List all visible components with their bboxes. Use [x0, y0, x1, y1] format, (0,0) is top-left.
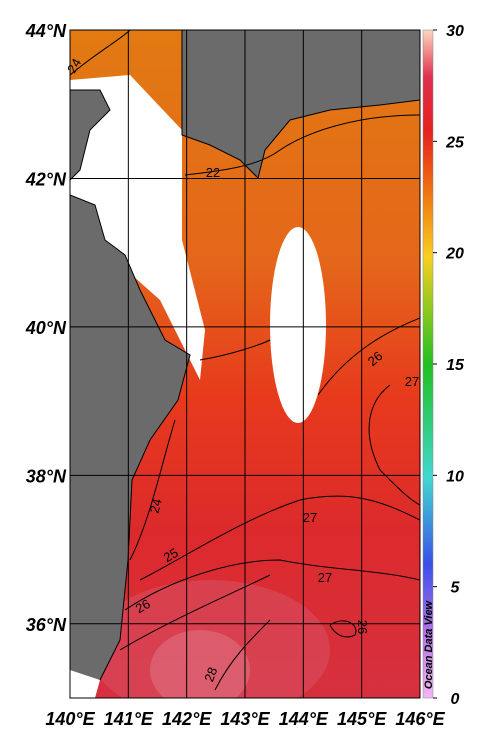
- colorbar-label: 0: [451, 691, 460, 708]
- lon-label: 143°E: [220, 709, 270, 729]
- watermark: Ocean Data View: [423, 599, 435, 689]
- colorbar-label: 25: [445, 134, 465, 151]
- contour-label: 28: [201, 665, 220, 684]
- land: [181, 30, 420, 179]
- colorbar-label: 15: [446, 357, 465, 374]
- land: [70, 89, 111, 181]
- lat-label: 42°N: [25, 169, 67, 189]
- contour-label: 27: [303, 510, 317, 525]
- lat-label: 44°N: [25, 21, 67, 41]
- lon-label: 145°E: [337, 709, 387, 729]
- contours: [70, 30, 420, 691]
- lon-label: 142°E: [162, 709, 212, 729]
- lat-label: 36°N: [26, 615, 67, 635]
- colorbar-label: 10: [446, 468, 464, 485]
- no-data: [70, 670, 100, 698]
- lat-label: 38°N: [26, 466, 67, 486]
- lon-label: 144°E: [279, 709, 329, 729]
- contour-label: 22: [206, 165, 220, 180]
- contour-label: 26: [355, 620, 370, 634]
- contour-label: 25: [161, 545, 181, 565]
- colorbar-label: 5: [451, 580, 461, 597]
- colorbar-label: 30: [446, 23, 464, 40]
- lon-label: 140°E: [45, 709, 95, 729]
- colorbar: [422, 29, 434, 699]
- lat-label: 40°N: [25, 318, 67, 338]
- no-data: [70, 75, 205, 380]
- contour-label: 24: [147, 497, 165, 515]
- contour-label: 24: [64, 56, 84, 76]
- colorbar-label: 20: [445, 246, 464, 263]
- lon-label: 141°E: [104, 709, 154, 729]
- contour-label: 27: [405, 374, 419, 389]
- no-data: [270, 227, 326, 423]
- land: [70, 194, 191, 698]
- contour-label: 27: [318, 570, 332, 585]
- contour-label: 26: [133, 596, 153, 616]
- map-frame: [69, 29, 421, 699]
- lon-label: 146°E: [395, 709, 445, 729]
- warm-core: [150, 630, 250, 698]
